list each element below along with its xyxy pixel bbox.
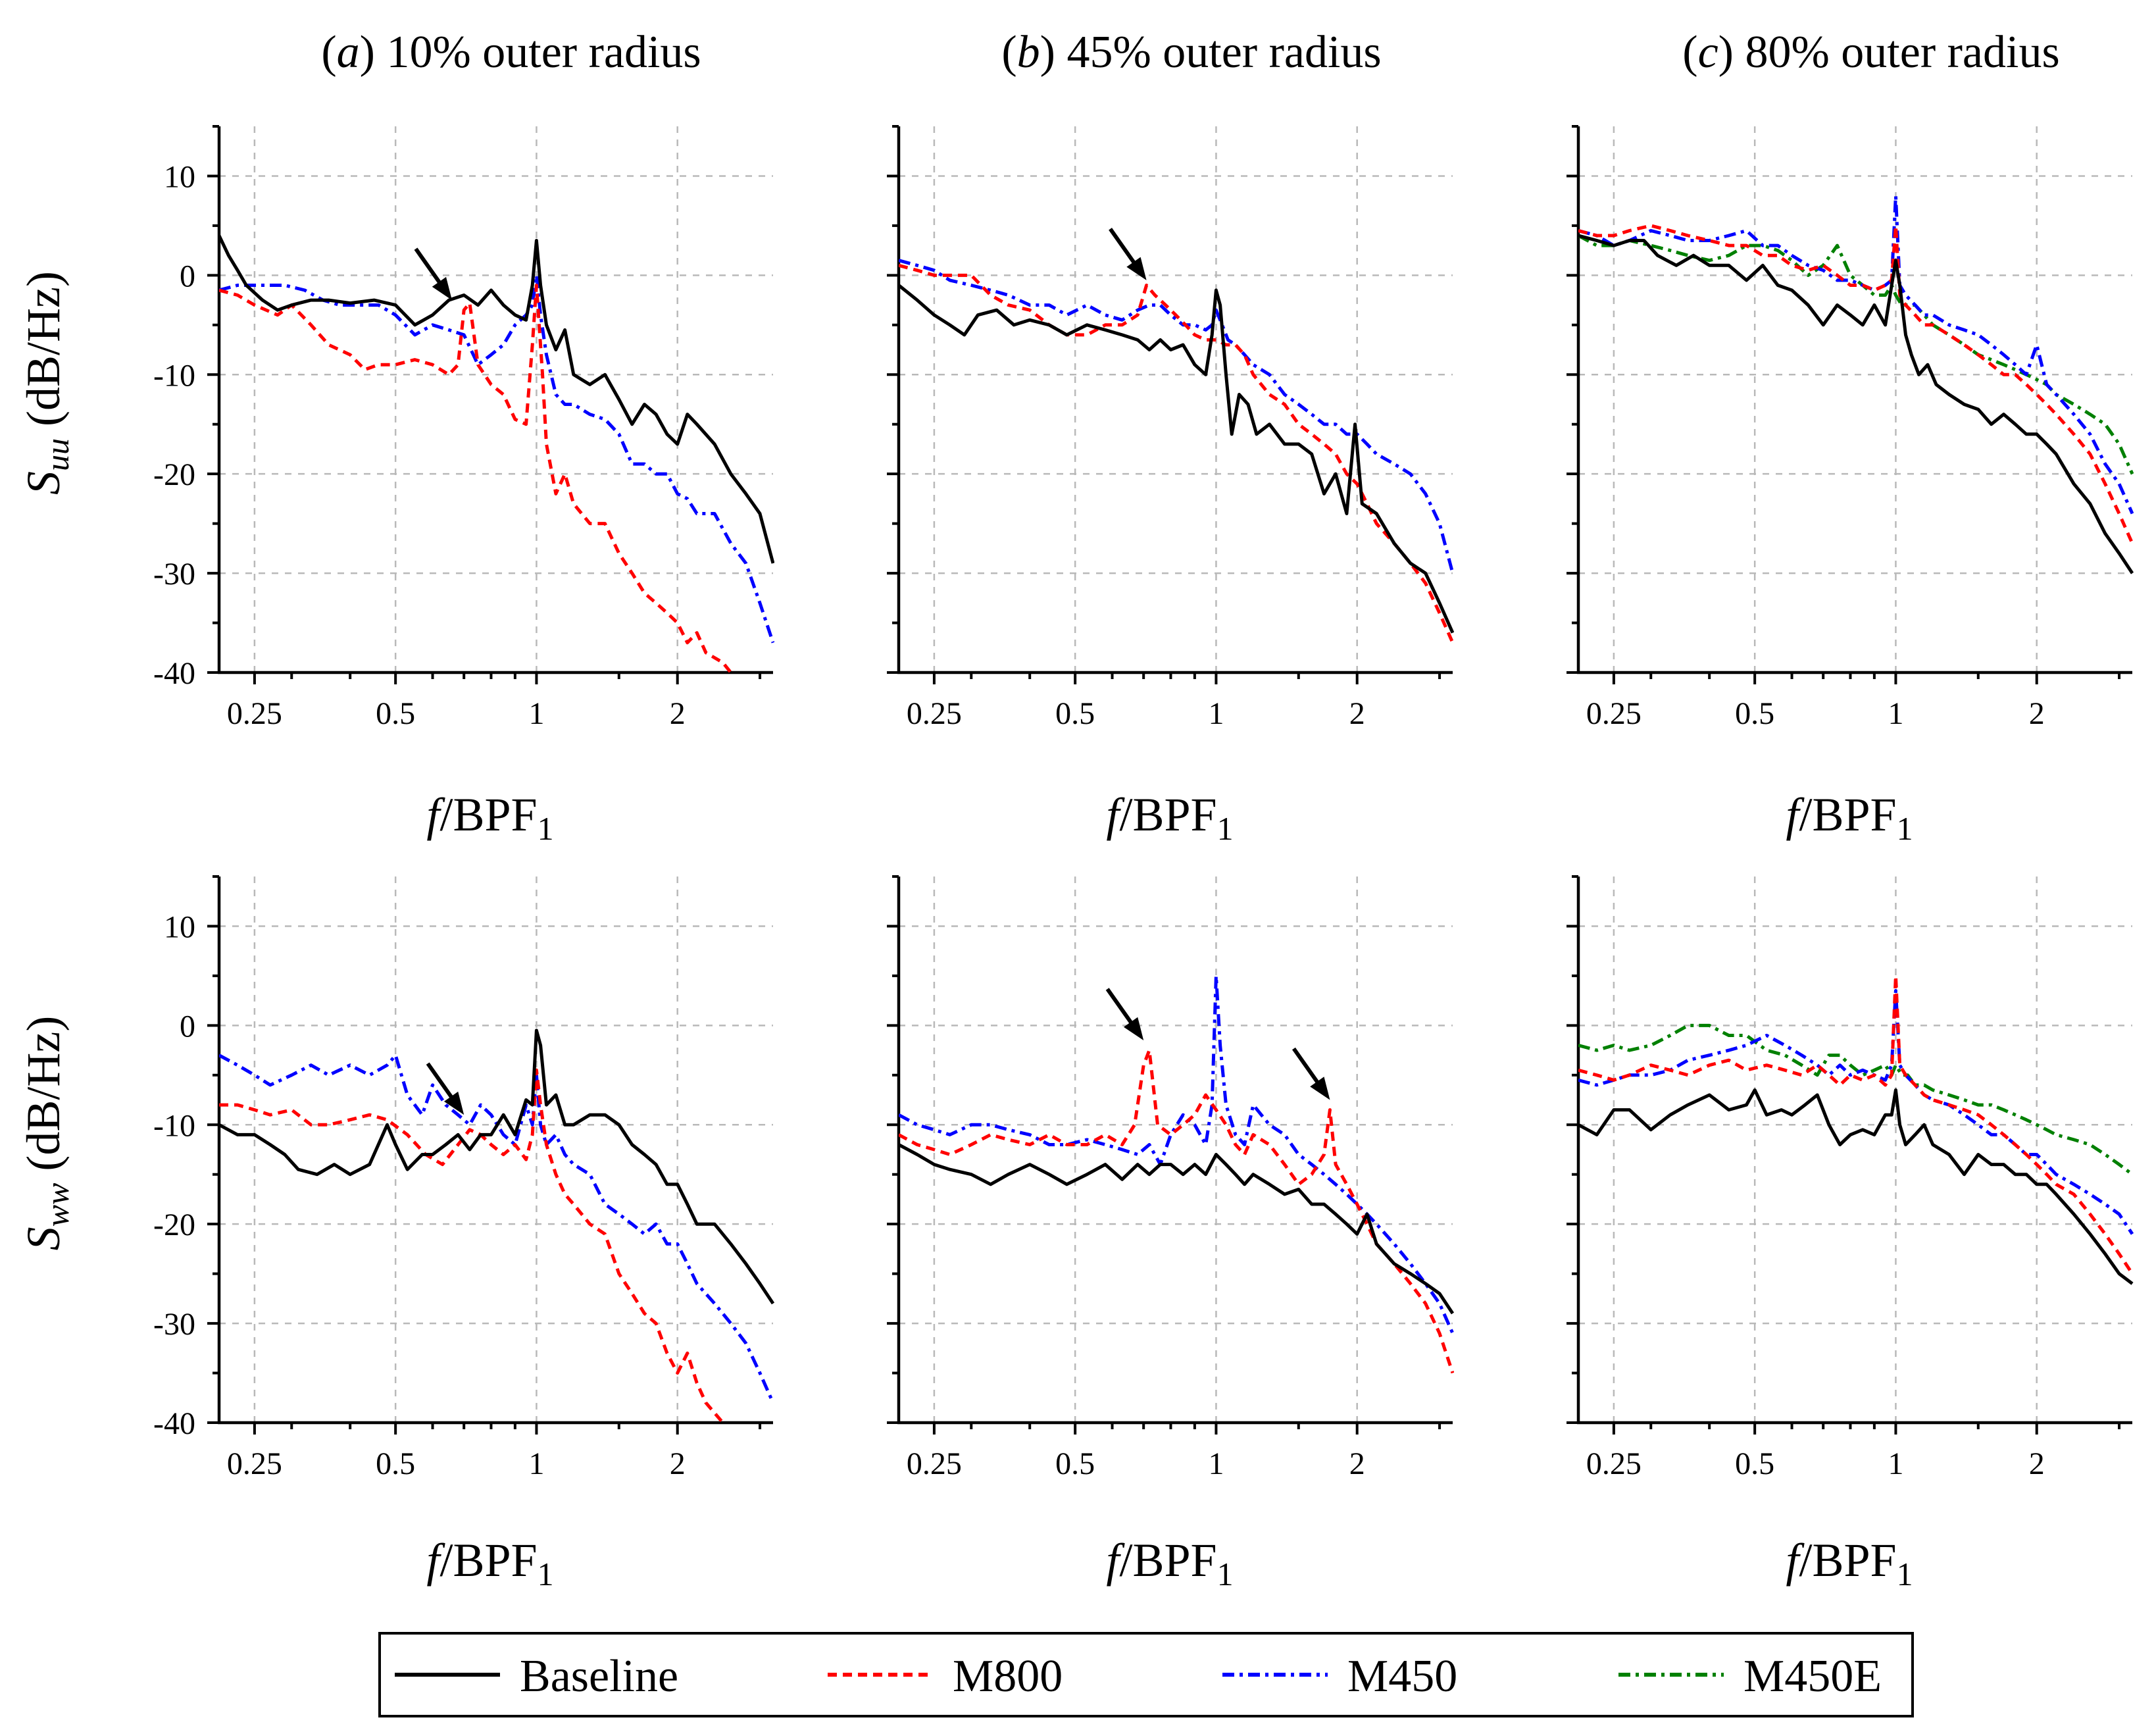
xlabel-r1c2: f/BPF1 bbox=[1786, 1534, 1913, 1592]
xtick-label-r0c2-0: 0.25 bbox=[1586, 696, 1642, 731]
annotation-arrow-r1c1-1 bbox=[1291, 1047, 1330, 1100]
ytick-label-r1c0-2: -10 bbox=[153, 1108, 195, 1143]
series-line-m800-r1c1 bbox=[899, 1048, 1454, 1374]
series-group-r0c0 bbox=[219, 234, 774, 674]
panel-r0c2: 0.25 0.5 1 2 bbox=[1567, 125, 2134, 731]
xtick-label-r1c0-0: 0.25 bbox=[227, 1446, 282, 1481]
xtick-label-r1c0-3: 2 bbox=[670, 1446, 686, 1481]
legend-box bbox=[378, 1632, 1914, 1717]
xtick-label-r1c1-3: 2 bbox=[1349, 1446, 1365, 1481]
xtick-label-r0c1-1: 0.5 bbox=[1055, 696, 1095, 731]
series-line-baseline-r1c0 bbox=[219, 1029, 774, 1305]
xtick-label-r1c0-2: 1 bbox=[528, 1446, 544, 1481]
legend-label-m800: M800 bbox=[953, 1651, 1063, 1702]
x-axis-labels: f/BPF1 f/BPF1 f/BPF1 f/BPF1 f/BPF1 f/BPF… bbox=[426, 788, 1913, 1592]
series-line-baseline-r0c1 bbox=[899, 284, 1454, 634]
ytick-label-r0c0-0: 10 bbox=[164, 159, 195, 194]
legend-label-m450: M450 bbox=[1347, 1651, 1457, 1702]
panel-r0c0: 0.25 0.5 1 2 10 0 -10 -20 -30 -40 bbox=[153, 125, 774, 731]
xtick-label-r0c2-1: 0.5 bbox=[1735, 696, 1774, 731]
xlabel-r1c0: f/BPF1 bbox=[426, 1534, 553, 1592]
xtick-label-r0c1-0: 0.25 bbox=[907, 696, 962, 731]
series-group-r1c0 bbox=[219, 1029, 774, 1424]
panel-r0c1: 0.25 0.5 1 2 bbox=[887, 125, 1454, 731]
row-label-sww: Sww (dB/Hz) bbox=[17, 1016, 76, 1251]
xtick-label-r1c2-3: 2 bbox=[2029, 1446, 2045, 1481]
xtick-label-r1c1-1: 0.5 bbox=[1055, 1446, 1095, 1481]
xtick-label-r1c1-0: 0.25 bbox=[907, 1446, 962, 1481]
xtick-label-r1c0-1: 0.5 bbox=[376, 1446, 415, 1481]
legend-label-m450e: M450E bbox=[1743, 1651, 1882, 1702]
series-line-m450-r1c2 bbox=[1578, 989, 2134, 1235]
series-line-baseline-r0c0 bbox=[219, 234, 774, 564]
ytick-label-r1c0-0: 10 bbox=[164, 909, 195, 944]
series-line-m450-r0c1 bbox=[899, 259, 1454, 574]
series-line-m450-r0c0 bbox=[219, 273, 774, 644]
series-line-m450-r1c0 bbox=[219, 1054, 774, 1404]
xlabel-r1c1: f/BPF1 bbox=[1106, 1534, 1233, 1592]
xtick-label-r0c0-0: 0.25 bbox=[227, 696, 282, 731]
xlabel-r0c2: f/BPF1 bbox=[1786, 788, 1913, 847]
legend-label-baseline: Baseline bbox=[520, 1651, 678, 1702]
series-line-m450e-r1c2 bbox=[1578, 1023, 2134, 1176]
xtick-label-r0c0-3: 2 bbox=[670, 696, 686, 731]
xtick-label-r0c0-2: 1 bbox=[528, 696, 544, 731]
panel-r1c2: 0.25 0.5 1 2 bbox=[1567, 875, 2134, 1481]
xtick-label-r0c2-3: 2 bbox=[2029, 696, 2045, 731]
series-line-baseline-r1c2 bbox=[1578, 1088, 2134, 1285]
ytick-label-r1c0-5: -40 bbox=[153, 1406, 195, 1441]
xtick-label-r1c1-2: 1 bbox=[1208, 1446, 1224, 1481]
series-group-r0c1 bbox=[899, 259, 1454, 644]
xtick-label-r1c2-2: 1 bbox=[1888, 1446, 1903, 1481]
xlabel-r0c0: f/BPF1 bbox=[426, 788, 553, 847]
annotation-arrow-r1c1-0 bbox=[1105, 988, 1144, 1040]
legend: Baseline M800 M450 M450E bbox=[378, 1632, 1914, 1717]
annotation-arrow-r0c0-0 bbox=[414, 247, 452, 301]
annotation-arrow-r1c0-0 bbox=[426, 1062, 464, 1115]
ytick-label-r0c0-1: 0 bbox=[180, 259, 195, 293]
series-line-m800-r0c2 bbox=[1578, 224, 2134, 544]
ytick-label-r1c0-1: 0 bbox=[180, 1009, 195, 1044]
series-line-m800-r0c0 bbox=[219, 284, 732, 674]
series-group-r1c2 bbox=[1578, 974, 2134, 1285]
ytick-label-r0c0-3: -20 bbox=[153, 457, 195, 492]
annotation-arrow-r0c1-0 bbox=[1109, 228, 1147, 280]
panel-r1c0: 0.25 0.5 1 2 10 0 -10 -20 -30 -40 bbox=[153, 875, 774, 1481]
series-line-m450-r0c2 bbox=[1578, 194, 2134, 515]
series-group-r0c2 bbox=[1578, 194, 2134, 574]
ytick-label-r0c0-4: -30 bbox=[153, 557, 195, 592]
ytick-label-r0c0-5: -40 bbox=[153, 656, 195, 691]
xtick-label-r0c2-2: 1 bbox=[1888, 696, 1903, 731]
column-title-a: (a) 10% outer radius bbox=[321, 27, 701, 78]
series-line-m450e-r0c2 bbox=[1578, 234, 2134, 475]
series-line-m450-r1c1 bbox=[899, 974, 1454, 1334]
xtick-label-r0c0-1: 0.5 bbox=[376, 696, 415, 731]
xtick-label-r1c2-0: 0.25 bbox=[1586, 1446, 1642, 1481]
xtick-label-r0c1-2: 1 bbox=[1208, 696, 1224, 731]
series-line-baseline-r0c2 bbox=[1578, 234, 2134, 574]
series-group-r1c1 bbox=[899, 974, 1454, 1374]
series-line-baseline-r1c1 bbox=[899, 1143, 1454, 1315]
ytick-label-r1c0-3: -20 bbox=[153, 1207, 195, 1242]
xtick-label-r0c1-3: 2 bbox=[1349, 696, 1365, 731]
series-line-m800-r0c1 bbox=[899, 263, 1454, 644]
xlabel-r0c1: f/BPF1 bbox=[1106, 788, 1233, 847]
column-title-b: (b) 45% outer radius bbox=[1001, 27, 1381, 78]
row-label-suu: Suu (dB/Hz) bbox=[17, 271, 76, 495]
ytick-label-r1c0-4: -30 bbox=[153, 1307, 195, 1342]
panel-r1c1: 0.25 0.5 1 2 bbox=[887, 875, 1454, 1481]
column-title-c: (c) 80% outer radius bbox=[1682, 27, 2059, 78]
ytick-label-r0c0-2: -10 bbox=[153, 358, 195, 393]
series-line-m800-r1c2 bbox=[1578, 974, 2134, 1275]
xtick-label-r1c2-1: 0.5 bbox=[1735, 1446, 1774, 1481]
series-line-m800-r1c0 bbox=[219, 1068, 724, 1424]
